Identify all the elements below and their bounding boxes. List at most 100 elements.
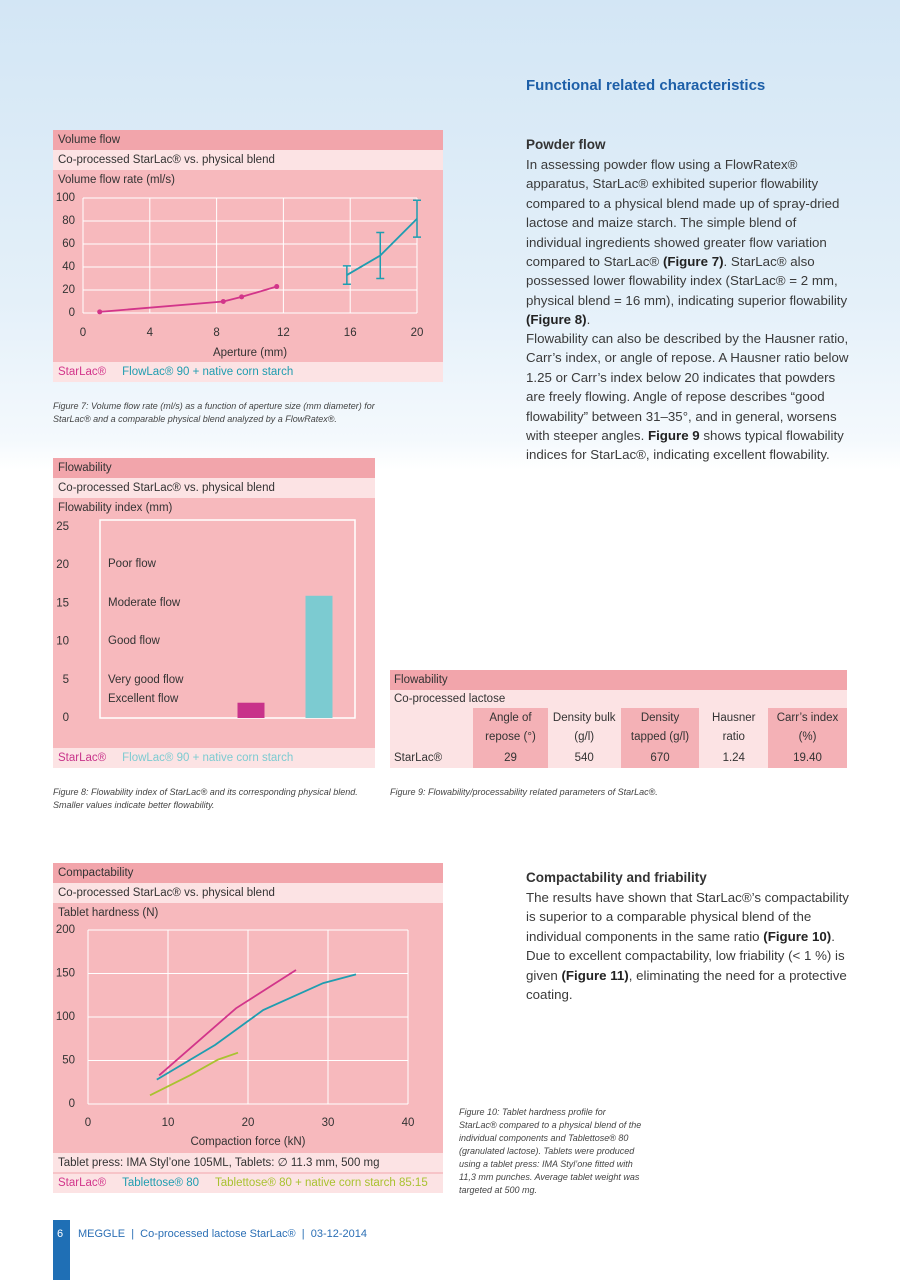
error-bar — [376, 231, 385, 280]
series-line — [158, 969, 297, 1076]
cell: 29 — [473, 748, 548, 768]
text-run: . — [586, 312, 591, 328]
x-tick-label: 8 — [213, 327, 219, 339]
caption: Figure 8: Flowability index of StarLac® … — [53, 787, 358, 810]
legend-entry: Tablettose® 80 + native corn starch 85:1… — [215, 1177, 428, 1189]
text-run: (Figure 7) — [662, 254, 724, 270]
y-tick-label: 80 — [62, 215, 75, 227]
cell: 670 — [620, 748, 700, 768]
y-tick-label: 20 — [56, 559, 69, 571]
chart-subtitle: Co-processed StarLac® vs. physical blend — [58, 887, 275, 899]
y-tick-label: 50 — [62, 1055, 75, 1067]
legend-row — [53, 748, 375, 768]
y-tick-label: 40 — [62, 261, 75, 273]
footer-text: MEGGLE | Co-processed lactose StarLac® |… — [78, 1228, 368, 1240]
figure-10-chart: Compactability Co-processed StarLac® vs.… — [53, 863, 443, 1193]
data-point — [220, 299, 226, 304]
y-tick-label: 15 — [56, 597, 69, 609]
text-run: In assessing powder flow using a FlowRat… — [526, 157, 840, 270]
figure-9-table: Flowability Co-processed lactose Angle o… — [390, 670, 847, 768]
error-bar — [342, 265, 351, 285]
header-cell: Angle of repose (°) — [473, 708, 548, 748]
annotation: Moderate flow — [108, 597, 181, 609]
subtitle-row — [53, 883, 443, 903]
heading: Compactability and friability — [526, 870, 707, 885]
chart-subtitle: Co-processed StarLac® vs. physical blend — [58, 154, 275, 166]
y-axis-label: Tablet hardness (N) — [58, 907, 159, 919]
title-row — [53, 458, 375, 478]
x-tick-label: 16 — [344, 327, 357, 339]
series-line — [149, 1051, 239, 1097]
x-tick-label: 30 — [322, 1117, 335, 1129]
annotation: Poor flow — [108, 558, 157, 570]
figure-8-chart: Flowability Co-processed StarLac® vs. ph… — [53, 458, 375, 768]
footer-bar — [53, 1220, 70, 1280]
y-tick-label: 0 — [69, 307, 75, 319]
series-line — [156, 973, 357, 1081]
y-tick-label: 100 — [56, 1011, 75, 1023]
y-axis-label: Flowability index (mm) — [58, 502, 173, 514]
x-tick-label: 4 — [147, 327, 154, 339]
header-cell: Hausner ratio — [699, 708, 769, 748]
title-row — [53, 863, 443, 883]
text-run: , eliminating the need for a protective … — [526, 967, 847, 1003]
header-cell — [390, 708, 474, 748]
chart-title: Volume flow — [58, 134, 121, 146]
annotation: Excellent flow — [108, 693, 179, 705]
legend-entry: StarLac® — [58, 752, 107, 764]
y-tick-label: 0 — [63, 712, 69, 724]
text-run: (Figure 8) — [526, 312, 587, 328]
y-tick-label: 200 — [56, 924, 75, 936]
chart-title: Flowability — [58, 462, 112, 474]
section-title: Functional related characteristics — [526, 77, 766, 94]
annotation: Very good flow — [108, 674, 184, 686]
data-point — [97, 309, 103, 315]
subtitle-row — [53, 150, 443, 170]
x-tick-label: 0 — [85, 1117, 91, 1129]
data-point — [274, 284, 280, 290]
cell: 540 — [547, 748, 621, 768]
y-tick-label: 60 — [62, 238, 75, 250]
x-axis-label: Compaction force (kN) — [190, 1136, 305, 1148]
chart-subtitle: Co-processed StarLac® vs. physical blend — [58, 482, 275, 494]
legend-entry: StarLac® — [58, 1177, 107, 1189]
heading: Powder flow — [526, 137, 606, 152]
text-run: Flowability can also be described by the… — [526, 331, 849, 444]
table-title: Flowability — [390, 670, 847, 690]
x-tick-label: 10 — [162, 1117, 175, 1129]
date: 03-12-2014 — [310, 1228, 368, 1240]
paragraph: Flowability can also be described by the… — [526, 329, 851, 465]
legend-entry: Tablettose® 80 — [122, 1177, 199, 1189]
paragraph: The results have shown that StarLac®’s c… — [526, 888, 851, 1004]
header-cell: Carr’s index (%) — [768, 708, 847, 748]
x-tick-label: 40 — [402, 1117, 415, 1129]
series-line — [99, 285, 277, 313]
chart-note: Tablet press: IMA Styl’one 105ML, Tablet… — [58, 1157, 380, 1169]
title-row — [53, 130, 443, 150]
y-tick-label: 5 — [63, 674, 69, 686]
header-cell: Density tapped (g/l) — [620, 708, 700, 748]
x-tick-label: 20 — [242, 1117, 255, 1129]
chart-title: Compactability — [58, 867, 134, 879]
text-run: . Due to excellent compactability, low f… — [526, 928, 845, 983]
x-tick-label: 20 — [411, 327, 424, 339]
text-run: . StarLac® also possessed lower flowabil… — [526, 254, 848, 308]
plot-area — [53, 170, 443, 362]
y-tick-label: 10 — [56, 636, 69, 648]
bar — [305, 595, 333, 718]
y-axis-label: Volume flow rate (ml/s) — [58, 174, 175, 186]
page-number: 6 — [57, 1228, 64, 1240]
error-bar — [413, 199, 421, 238]
y-tick-label: 25 — [56, 521, 69, 533]
table-subtitle: Co-processed lactose — [390, 690, 847, 708]
text-run: The results have shown that StarLac®’s c… — [526, 890, 849, 944]
text-run: (Figure 10) — [763, 928, 832, 944]
x-tick-label: 0 — [80, 327, 86, 339]
legend-entry: StarLac® — [58, 366, 107, 378]
legend-entry: FlowLac® 90 + native corn starch — [122, 752, 293, 764]
y-tick-label: 150 — [56, 968, 75, 980]
header-cell: Density bulk (g/l) — [547, 708, 621, 748]
x-tick-label: 12 — [277, 327, 290, 339]
